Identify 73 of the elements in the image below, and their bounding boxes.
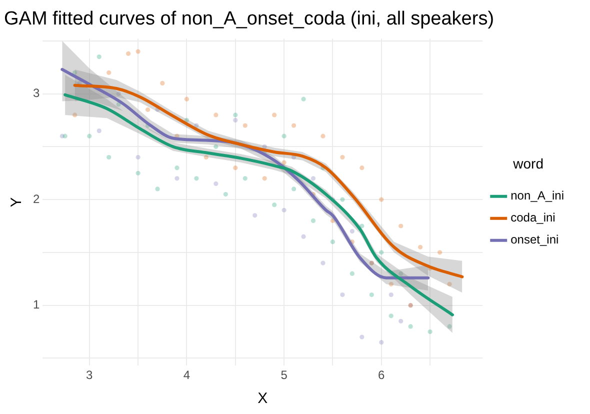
point [320, 260, 326, 266]
point [242, 123, 248, 128]
point [136, 154, 140, 160]
x-axis-title: X [258, 390, 268, 408]
point [233, 112, 238, 118]
point [340, 292, 345, 298]
y-tick-label: 3 [32, 86, 40, 100]
point [369, 292, 374, 298]
legend-label: onset_ini [510, 232, 559, 247]
point [96, 128, 102, 134]
point [282, 208, 286, 212]
point [428, 329, 432, 334]
point [136, 170, 140, 176]
point [272, 112, 277, 118]
legend-label: coda_ini [510, 210, 556, 225]
point [106, 154, 112, 160]
point [388, 292, 394, 298]
point [262, 176, 267, 181]
point [301, 234, 306, 239]
point [126, 51, 131, 56]
point [360, 166, 364, 170]
point [87, 134, 92, 138]
point [379, 340, 384, 345]
point [252, 213, 258, 218]
chart-title: GAM fitted curves of non_A_onset_coda (ini, all speakers) [4, 8, 494, 30]
point [437, 250, 442, 255]
point [418, 244, 423, 250]
legend-title: word [512, 155, 544, 172]
point [223, 192, 228, 197]
x-tick-label: 3 [86, 368, 94, 382]
point [291, 186, 296, 192]
point [379, 250, 384, 255]
point [62, 134, 68, 138]
point [388, 314, 394, 318]
point [214, 181, 218, 186]
point [310, 176, 316, 181]
legend-label: non_A_ini [510, 188, 564, 203]
point [379, 197, 384, 202]
point [214, 112, 218, 118]
point [320, 134, 326, 138]
point [330, 240, 336, 244]
point [106, 70, 112, 75]
x-tick-label: 4 [183, 368, 190, 382]
y-tick-label: 1 [32, 298, 40, 312]
y-axis-title: Y [8, 197, 26, 208]
point [340, 154, 345, 160]
point [233, 118, 238, 123]
point [184, 96, 190, 102]
point [350, 271, 354, 276]
point [233, 166, 238, 170]
point [155, 186, 160, 192]
point [272, 202, 277, 208]
point [350, 228, 354, 234]
point [360, 334, 364, 340]
y-tick-label: 2 [32, 192, 40, 206]
point [340, 197, 345, 202]
point [282, 134, 286, 138]
x-tick-label: 5 [280, 368, 288, 382]
x-tick-label: 6 [378, 368, 386, 382]
point [194, 176, 199, 181]
point [242, 176, 248, 181]
point [160, 80, 165, 86]
point [96, 54, 102, 60]
point [398, 224, 404, 228]
point [398, 318, 404, 324]
point [310, 218, 316, 224]
point [145, 107, 150, 112]
point [408, 324, 413, 329]
point [174, 176, 180, 181]
point [136, 49, 140, 54]
point [174, 166, 180, 170]
point [301, 96, 306, 102]
point [291, 123, 296, 128]
